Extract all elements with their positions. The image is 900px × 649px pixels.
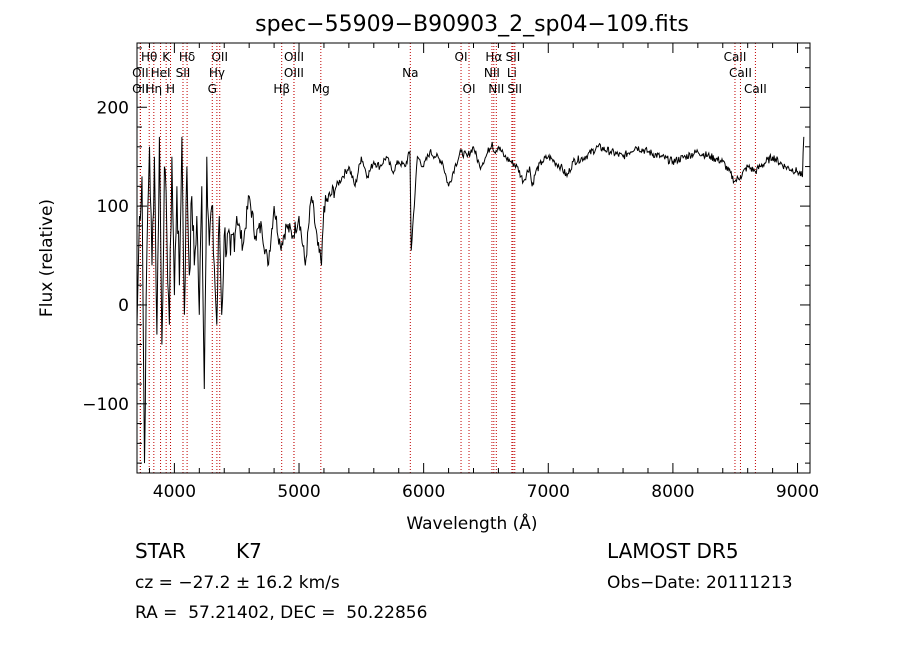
line-label-23: Mg: [312, 82, 330, 96]
spectrum-series-line: [136, 136, 805, 464]
line-label-4: OIII: [284, 50, 304, 64]
line-label-7: SII: [506, 50, 521, 64]
line-label-6: Hα: [485, 50, 502, 64]
line-label-2: Hδ: [179, 50, 195, 64]
x-tick-label: 4000: [153, 482, 196, 502]
plot-frame: [136, 42, 811, 474]
x-tick-label: 6000: [402, 482, 445, 502]
observation-date: Obs−Date: 20111213: [607, 573, 793, 593]
line-label-10: HeI: [151, 66, 171, 80]
x-tick-label: 7000: [527, 482, 570, 502]
y-tick-label: 0: [118, 296, 129, 316]
line-label-14: Na: [402, 66, 418, 80]
object-class: STAR: [135, 539, 186, 563]
x-tick-label: 8000: [651, 482, 694, 502]
chart-title: spec−55909−B90903_2_sp04−109.fits: [255, 12, 689, 37]
line-label-0: Hθ: [141, 50, 157, 64]
coordinates: RA = 57.21402, DEC = 50.22856: [135, 603, 428, 623]
y-tick-label: −100: [82, 395, 129, 415]
x-axis-label: Wavelength (Å): [406, 512, 537, 534]
y-axis-label: Flux (relative): [37, 199, 57, 317]
line-label-3: OII: [211, 50, 228, 64]
line-label-20: H: [166, 82, 175, 96]
line-label-19: Hη: [146, 82, 163, 96]
line-label-18: OII: [132, 82, 149, 96]
line-label-27: CaII: [744, 82, 767, 96]
x-tick-label: 9000: [776, 482, 819, 502]
line-label-1: K: [162, 50, 171, 64]
line-label-21: G: [208, 82, 217, 96]
y-tick-label: 200: [97, 98, 129, 118]
line-label-25: NII: [488, 82, 504, 96]
line-label-17: CaII: [729, 66, 752, 80]
line-label-8: CaII: [724, 50, 747, 64]
x-tick-label: 5000: [277, 482, 320, 502]
y-tick-label: 100: [97, 197, 129, 217]
line-label-5: OI: [455, 50, 468, 64]
line-label-13: OIII: [284, 66, 304, 80]
line-label-24: OI: [463, 82, 476, 96]
object-subclass: K7: [236, 539, 262, 563]
line-label-26: SII: [507, 82, 522, 96]
line-label-16: Li: [507, 66, 517, 80]
line-label-15: NII: [484, 66, 500, 80]
line-label-12: Hγ: [209, 66, 225, 80]
axis-ticks: 4000 5000 6000 7000 8000 9000 −100 0 100 200: [82, 43, 819, 502]
line-label-11: SII: [176, 66, 191, 80]
line-label-22: Hβ: [273, 82, 290, 96]
redshift-cz: cz = −27.2 ± 16.2 km/s: [135, 573, 340, 593]
survey-name: LAMOST DR5: [607, 539, 739, 563]
